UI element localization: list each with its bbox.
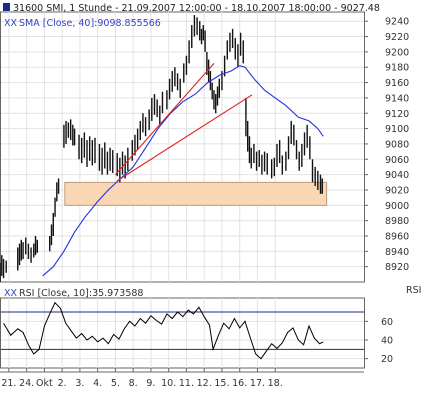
chart-header: 31600 SMI, 1 Stunde - 21.09.2007 12:00:0…: [3, 3, 380, 29]
price-tick-label: 8920: [385, 262, 409, 273]
price-tick-label: 9080: [385, 139, 409, 150]
x-tick-label: 8.: [129, 378, 138, 389]
price-tick-label: 9060: [385, 155, 409, 166]
series-marker-icon: [3, 3, 10, 11]
rsi-tick-label: 40: [381, 336, 393, 347]
price-tick-label: 9200: [385, 47, 409, 58]
trendlinie-1-line: [114, 63, 215, 175]
rsi-tick-label: 60: [381, 317, 393, 328]
x-tick-label: 16.: [232, 378, 247, 389]
rsi-legend: RSI [Close, 10]:35.973588: [19, 288, 143, 299]
price-tick-label: 9180: [385, 63, 409, 74]
price-tick-label: 8960: [385, 231, 409, 242]
x-tick-label: 17.: [250, 378, 265, 389]
sma-close-40-line: [42, 65, 324, 277]
x-tick-label: 2.: [58, 378, 67, 389]
price-tick-label: 9120: [385, 109, 409, 120]
trendlinie-2-line: [116, 94, 253, 182]
rsi-cross-icon: XX: [4, 288, 18, 299]
x-tick-label: 12.: [197, 378, 212, 389]
price-tick-label: 9240: [385, 17, 409, 28]
x-tick-label: 9.: [146, 378, 155, 389]
price-tick-label: 8980: [385, 216, 409, 227]
sma-legend: SMA [Close, 40]:9098.855566: [19, 18, 161, 29]
price-tick-label: 9040: [385, 170, 409, 181]
x-tick-label: 11.: [179, 378, 194, 389]
x-tick-label: 18.: [268, 378, 283, 389]
rsi-tick-label: 20: [381, 354, 393, 365]
price-tick-label: 9000: [385, 201, 409, 212]
x-tick-label: Okt: [36, 378, 53, 389]
price-tick-label: 9140: [385, 93, 409, 104]
x-tick-label: 21.: [1, 378, 16, 389]
x-tick-label: 10.: [161, 378, 176, 389]
support-zone: [64, 181, 328, 206]
x-tick-label: 3.: [75, 378, 84, 389]
rsi-line: [3, 301, 324, 360]
chart-title: 31600 SMI, 1 Stunde - 21.09.2007 12:00:0…: [13, 3, 380, 14]
price-tick-label: 9020: [385, 185, 409, 196]
price-tick-label: 8940: [385, 247, 409, 258]
price-panel: 8920 8940 8960 8980 9000 9020 9040 9060 9080 9100…: [0, 11, 409, 283]
x-tick-label: 24.: [19, 378, 34, 389]
x-tick-label: 4.: [93, 378, 102, 389]
sma-cross-icon: XX: [4, 18, 18, 29]
rsi-axis-label: RSI: [406, 285, 421, 296]
rsi-plot-area: [0, 297, 365, 369]
price-tick-label: 9100: [385, 124, 409, 135]
rsi-header: XX RSI [Close, 10]:35.973588 RSI: [4, 285, 421, 299]
rsi-panel: 20 40 60: [0, 297, 393, 369]
x-axis: 21. 24. Okt 2. 3. 4. 5. 8. 9. 10. 11. 12. 15. 16. 17. 1…: [0, 368, 364, 389]
x-tick-label: 15.: [214, 378, 229, 389]
price-tick-label: 9160: [385, 78, 409, 89]
x-tick-label: 5.: [111, 378, 120, 389]
price-tick-label: 9220: [385, 32, 409, 43]
